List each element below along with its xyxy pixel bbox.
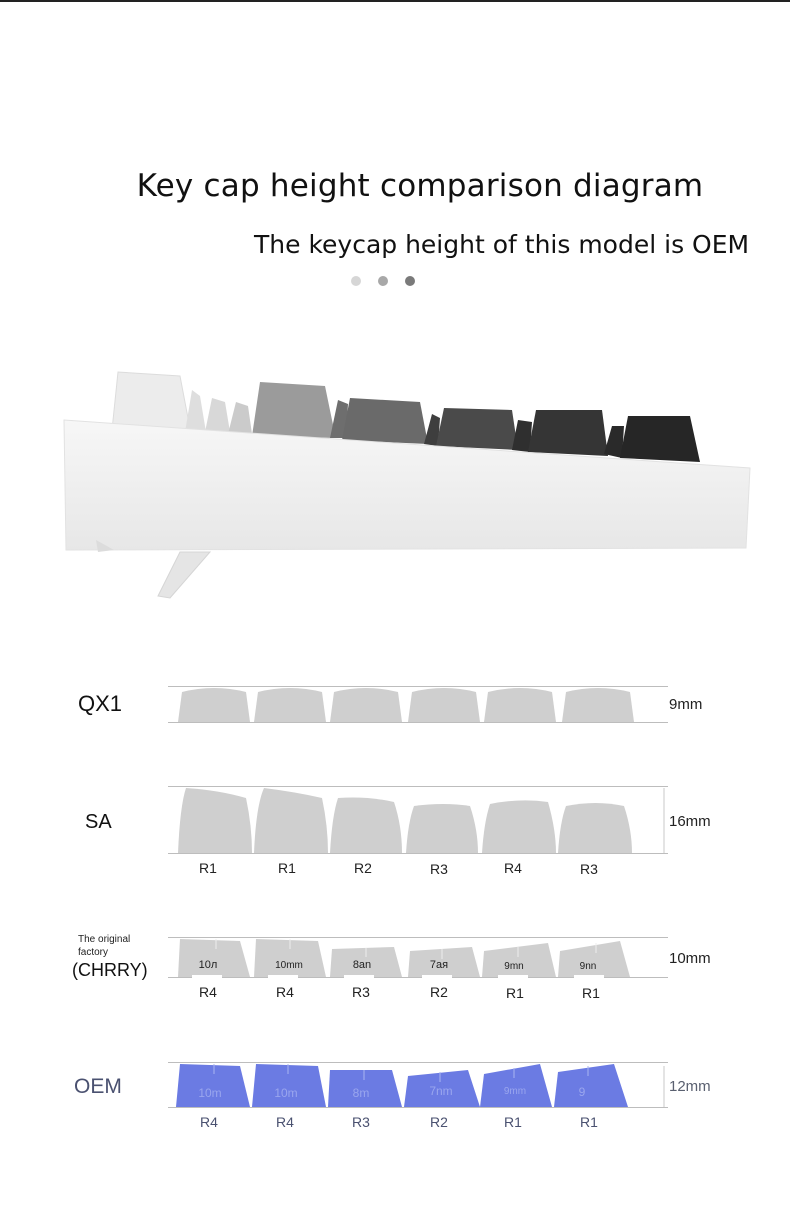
oem-row-label-3: R3 [352, 1114, 370, 1130]
cherry-key-mark-5: 9mn [504, 961, 523, 972]
keyboard-profile-image [63, 371, 751, 599]
qx1-height: 9mm [669, 696, 703, 713]
qx1-keycap [254, 688, 326, 722]
qx1-keycap [178, 688, 250, 722]
sa-top-guide [168, 786, 668, 787]
sa-base-line [168, 853, 668, 854]
oem-row-label-4: R2 [430, 1114, 448, 1130]
oem-key-mark-6: 9 [579, 1085, 586, 1099]
cherry-key-mark-4: 7ая [430, 959, 448, 971]
oem-key-mark-5: 9mm [504, 1086, 526, 1097]
cherry-row-label-4: R2 [430, 984, 448, 1000]
indicator-dot-2 [378, 276, 388, 286]
sa-keycap [330, 797, 402, 853]
oem-base-line [168, 1107, 668, 1108]
qx1-keycap [484, 688, 556, 722]
oem-row-label-1: R4 [200, 1114, 218, 1130]
oem-keycaps: 10m 10m 8m 7nm 9mm 9 [176, 1064, 665, 1107]
sa-height: 16mm [669, 813, 711, 830]
sa-keycap [558, 803, 632, 853]
indicator-dot-3 [405, 276, 415, 286]
oem-top-guide [168, 1062, 668, 1063]
indicator-dot-1 [351, 276, 361, 286]
sa-row-label-1: R1 [199, 860, 217, 876]
cherry-keycap [558, 941, 630, 977]
oem-keycap [480, 1064, 552, 1107]
oem-keycap [404, 1070, 480, 1107]
oem-row-label-2: R4 [276, 1114, 294, 1130]
sa-keycap [254, 788, 328, 853]
cherry-row-label-3: R3 [352, 984, 370, 1000]
cherry-label: (CHRRY) [72, 960, 148, 980]
oem-keycap [328, 1070, 402, 1107]
oem-row-label-5: R1 [504, 1114, 522, 1130]
cherry-row-label-5: R1 [506, 985, 524, 1001]
sa-keycaps [178, 788, 665, 853]
cherry-keycap [482, 943, 556, 977]
oem-height: 12mm [669, 1078, 711, 1095]
cherry-keycaps: 10л 10mm 8an 7ая 9mn 9nn [178, 939, 630, 978]
cherry-top-guide [168, 937, 668, 938]
oem-row-label-6: R1 [580, 1114, 598, 1130]
sa-row-label-6: R3 [580, 861, 598, 877]
page-title: Key cap height comparison diagram [136, 168, 704, 204]
qx1-keycap [562, 688, 634, 722]
oem-key-mark-1: 10m [198, 1086, 221, 1100]
cherry-key-mark-2: 10mm [275, 960, 303, 971]
oem-keycap [176, 1064, 250, 1107]
sa-keycap [178, 788, 252, 853]
qx1-keycap [330, 688, 402, 722]
cherry-row-label-2: R4 [276, 984, 294, 1000]
oem-keycap [252, 1064, 326, 1107]
cherry-row-label-6: R1 [582, 985, 600, 1001]
cherry-row-label-1: R4 [199, 984, 217, 1000]
oem-keycap [554, 1064, 628, 1107]
cherry-note-line-2: factory [78, 947, 109, 958]
qx1-top-guide [168, 686, 668, 687]
cherry-keycap [178, 939, 250, 977]
sa-row-label-5: R4 [504, 860, 522, 876]
oem-label: OEM [74, 1075, 122, 1098]
oem-key-mark-4: 7nm [429, 1084, 452, 1098]
qx1-base-line [168, 722, 668, 723]
page-subtitle: The keycap height of this model is OEM [254, 230, 750, 259]
cherry-keycap [330, 947, 402, 977]
qx1-keycaps [178, 688, 634, 722]
cherry-keycap [408, 947, 480, 977]
qx1-label: QX1 [78, 691, 123, 716]
cherry-base-line [168, 977, 668, 978]
cherry-note-line-1: The original [78, 934, 131, 945]
cherry-height: 10mm [669, 950, 711, 967]
sa-label: SA [85, 811, 112, 833]
cherry-key-mark-3: 8an [353, 959, 371, 971]
sa-row-label-2: R1 [278, 860, 296, 876]
top-border [0, 0, 790, 2]
sa-row-label-4: R3 [430, 861, 448, 877]
cherry-key-mark-6: 9nn [580, 961, 597, 972]
cherry-keycap [254, 939, 326, 977]
cherry-key-mark-1: 10л [199, 959, 218, 971]
oem-key-mark-2: 10m [274, 1086, 297, 1100]
sa-keycap [406, 804, 478, 853]
oem-key-mark-3: 8m [353, 1086, 370, 1100]
qx1-keycap [408, 688, 480, 722]
sa-keycap [482, 800, 556, 853]
sa-row-label-3: R2 [354, 860, 372, 876]
